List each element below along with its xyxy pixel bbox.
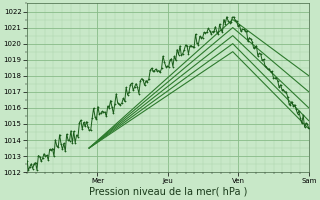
X-axis label: Pression niveau de la mer( hPa ): Pression niveau de la mer( hPa ) <box>89 187 247 197</box>
